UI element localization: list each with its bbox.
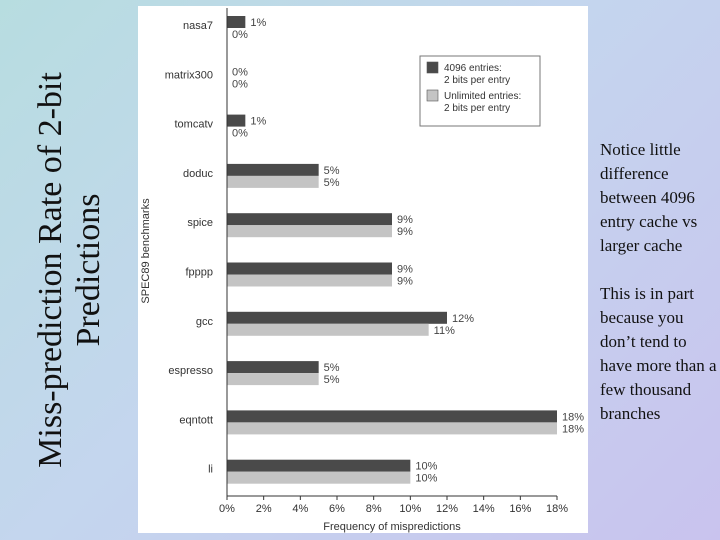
legend-label-1-line-2: 2 bits per entry (444, 75, 510, 86)
bar-espresso-series-1 (227, 361, 319, 374)
category-label-doduc: doduc (183, 168, 213, 180)
category-label-matrix300: matrix300 (165, 69, 213, 81)
data-label-gcc-series-1: 12% (452, 313, 474, 325)
data-label-matrix300-series-2: 0% (232, 78, 248, 90)
data-label-li-series-2: 10% (415, 473, 437, 485)
category-label-eqntott: eqntott (179, 414, 213, 426)
data-label-espresso-series-1: 5% (324, 362, 340, 374)
legend-label-2-line-1: Unlimited entries: (444, 91, 521, 102)
legend-box (419, 55, 541, 127)
bar-eqntott-series-1 (227, 410, 557, 423)
category-label-tomcatv: tomcatv (174, 119, 213, 131)
legend-swatch-2 (426, 89, 439, 102)
data-label-doduc-series-1: 5% (324, 165, 340, 177)
legend-label-2-line-2: 2 bits per entry (444, 103, 510, 114)
bar-fpppp-series-2 (227, 274, 392, 287)
x-tick-label-14: 14% (473, 503, 495, 515)
data-label-fpppp-series-2: 9% (397, 276, 413, 288)
bar-nasa7-series-1 (227, 16, 246, 28)
chart-panel: nasa7 1% 0% matrix300 0% 0% tomcatv 1% 0% doduc 5%… (138, 6, 588, 533)
bar-tomcatv-series-1 (227, 114, 246, 127)
legend-label-1-line-1: 4096 entries: (444, 63, 502, 74)
x-tick-label-6: 6% (329, 503, 345, 515)
data-label-tomcatv-series-2: 0% (232, 128, 248, 140)
legend-swatch-1 (426, 61, 439, 74)
data-label-spice-series-2: 9% (397, 226, 413, 238)
slide-title-line-2: Predictions (70, 193, 107, 347)
data-label-li-series-1: 10% (415, 461, 437, 473)
bar-doduc-series-1 (227, 163, 319, 176)
category-label-fpppp: fpppp (185, 267, 213, 279)
x-tick-label-2: 2% (256, 503, 272, 515)
data-label-nasa7-series-2: 0% (232, 29, 248, 41)
slide-title-line-1: Miss-prediction Rate of 2-bit (32, 72, 69, 468)
x-tick-label-16: 16% (509, 503, 531, 515)
data-label-eqntott-series-1: 18% (562, 411, 584, 423)
bar-spice-series-2 (227, 225, 392, 238)
y-axis-title: SPEC89 benchmarks (140, 198, 152, 304)
data-label-tomcatv-series-1: 1% (250, 116, 266, 128)
slide-title: Miss-prediction Rate of 2-bit Prediction… (0, 0, 140, 540)
data-label-gcc-series-2: 11% (434, 325, 455, 337)
category-label-spice: spice (187, 217, 213, 229)
data-label-eqntott-series-2: 18% (562, 423, 584, 435)
data-label-spice-series-1: 9% (397, 214, 413, 226)
bar-fpppp-series-1 (227, 262, 392, 275)
bar-li-series-2 (227, 471, 411, 484)
x-axis-title: Frequency of mispredictions (323, 521, 461, 533)
notes: Notice little difference between 4096 en… (600, 138, 718, 450)
category-label-li: li (208, 464, 213, 476)
x-tick-label-12: 12% (436, 503, 458, 515)
data-label-espresso-series-2: 5% (324, 374, 340, 386)
data-label-fpppp-series-1: 9% (397, 264, 413, 276)
bar-espresso-series-2 (227, 373, 319, 386)
category-label-nasa7: nasa7 (183, 20, 213, 32)
bar-gcc-series-2 (227, 323, 429, 336)
x-tick-label-18: 18% (546, 503, 568, 515)
bar-doduc-series-2 (227, 175, 319, 188)
x-tick-label-0: 0% (219, 503, 235, 515)
bar-chart: nasa7 1%0%matrix300 0%0%tomcatv 1%0%doduc 5%… (140, 8, 584, 533)
x-tick-label-8: 8% (366, 503, 382, 515)
data-label-matrix300-series-1: 0% (232, 66, 248, 78)
note-little-difference: Notice little difference between 4096 en… (600, 140, 698, 255)
bar-spice-series-1 (227, 213, 392, 226)
x-tick-label-10: 10% (399, 503, 421, 515)
category-label-gcc: gcc (196, 316, 214, 328)
data-label-nasa7-series-1: 1% (250, 17, 266, 29)
category-label-espresso: espresso (168, 365, 213, 377)
bar-eqntott-series-2 (227, 422, 557, 435)
bar-gcc-series-1 (227, 311, 447, 324)
data-label-doduc-series-2: 5% (324, 177, 340, 189)
note-few-branches: This is in part because you don’t tend t… (600, 284, 717, 423)
x-tick-label-4: 4% (292, 503, 308, 515)
bar-li-series-1 (227, 459, 411, 472)
